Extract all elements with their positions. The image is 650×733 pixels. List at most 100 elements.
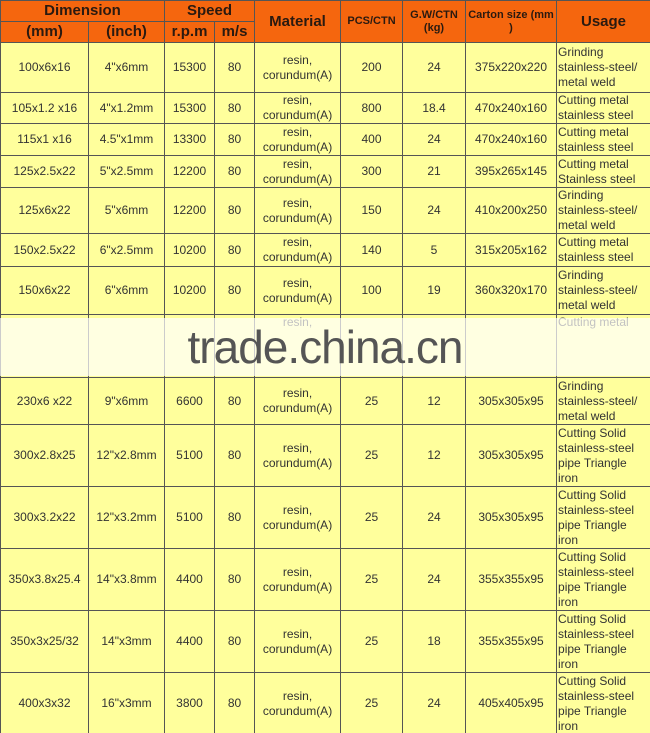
cell: resin, corundum(A) — [254, 42, 342, 93]
cell: 9"x6mm — [88, 377, 165, 425]
cell: Cutting metal stainless steel — [556, 123, 650, 156]
cell: 80 — [213, 42, 256, 93]
cell: 25 — [340, 672, 404, 733]
cell: 300x3.2x22 — [0, 486, 89, 549]
cell: Usage — [556, 0, 650, 43]
cell: 25 — [340, 548, 404, 611]
cell: 395x265x145 — [465, 155, 558, 188]
cell: 355x355x95 — [465, 610, 558, 673]
cell: 125x2.5x22 — [0, 155, 89, 188]
cell: r.p.m — [164, 21, 215, 43]
cell: 25 — [340, 377, 404, 425]
cell: 24 — [402, 486, 467, 549]
cell: 4"x6mm — [88, 42, 165, 93]
cell: 12"x3.2mm — [88, 486, 165, 549]
cell: 300 — [340, 155, 404, 188]
cell: resin, corundum(A) — [254, 266, 342, 315]
cell: 25 — [340, 424, 404, 487]
cell: 14"x3.8mm — [88, 548, 165, 611]
cell: 24 — [402, 672, 467, 733]
cell: 4400 — [164, 548, 215, 611]
cell: 80 — [213, 672, 256, 733]
cell: 105x1.2 x16 — [0, 92, 89, 124]
cell: resin, corundum(A) — [254, 155, 342, 188]
cell: 200 — [340, 42, 404, 93]
cell: G.W/CTN (kg) — [402, 0, 467, 43]
cell: 80 — [213, 377, 256, 425]
cell: 18.4 — [402, 92, 467, 124]
cell: 5"x2.5mm — [88, 155, 165, 188]
cell: 24 — [402, 42, 467, 93]
cell: Grinding stainless-steel/ metal weld — [556, 42, 650, 93]
cell: resin, corundum(A) — [254, 233, 342, 267]
cell: Cutting Solid stainless-steel pipe Trian… — [556, 548, 650, 611]
cell: Cutting metal Stainless steel — [556, 155, 650, 188]
cell: resin, corundum(A) — [254, 610, 342, 673]
cell: 375x220x220 — [465, 42, 558, 93]
cell: 305x305x95 — [465, 424, 558, 487]
cell: 80 — [213, 123, 256, 156]
cell: resin, corundum(A) — [254, 92, 342, 124]
cell: 400 — [340, 123, 404, 156]
cell: resin, corundum(A) — [254, 548, 342, 611]
cell: 80 — [213, 187, 256, 234]
cell: 16"x3mm — [88, 672, 165, 733]
cell: 12 — [402, 424, 467, 487]
cell: 355x355x95 — [465, 548, 558, 611]
cell: Speed — [163, 0, 256, 22]
cell: 80 — [213, 92, 256, 124]
cell: Cutting metal stainless steel — [556, 92, 650, 124]
cell: 24 — [402, 548, 467, 611]
cell: 80 — [213, 548, 256, 611]
cell: (inch) — [88, 21, 165, 43]
cell: 100x6x16 — [0, 42, 89, 93]
cell: 5"x6mm — [88, 187, 165, 234]
watermark: trade.china.cn — [0, 318, 650, 376]
cell: 12200 — [164, 187, 215, 234]
cell: Carton size (mm ) — [465, 0, 558, 43]
cell: 350x3x25/32 — [0, 610, 89, 673]
cell: Cutting Solid stainless-steel pipe Trian… — [556, 424, 650, 487]
cell: 100 — [340, 266, 404, 315]
cell: Grinding stainless-steel/ metal weld — [556, 266, 650, 315]
cell: 115x1 x16 — [0, 123, 89, 156]
cell: 24 — [402, 187, 467, 234]
cell: 3800 — [164, 672, 215, 733]
cell: resin, corundum(A) — [254, 123, 342, 156]
cell: 19 — [402, 266, 467, 315]
cell: 125x6x22 — [0, 187, 89, 234]
cell: 80 — [213, 155, 256, 188]
cell: 5100 — [164, 486, 215, 549]
cell: 10200 — [164, 266, 215, 315]
cell: 15300 — [164, 92, 215, 124]
cell: 80 — [213, 424, 256, 487]
cell: 13300 — [164, 123, 215, 156]
cell: 300x2.8x25 — [0, 424, 89, 487]
cell: 6600 — [164, 377, 215, 425]
cell: 305x305x95 — [465, 377, 558, 425]
cell: 21 — [402, 155, 467, 188]
cell: 4.5"x1mm — [88, 123, 165, 156]
cell: 305x305x95 — [465, 486, 558, 549]
cell: 400x3x32 — [0, 672, 89, 733]
cell: Cutting Solid stainless-steel pipe Trian… — [556, 486, 650, 549]
cell: m/s — [213, 21, 256, 43]
cell: Cutting Solid stainless-steel pipe Trian… — [556, 672, 650, 733]
cell: 18 — [402, 610, 467, 673]
cell: 80 — [213, 486, 256, 549]
cell: 360x320x170 — [465, 266, 558, 315]
cell: 405x405x95 — [465, 672, 558, 733]
cell: 10200 — [164, 233, 215, 267]
cell: Grinding stainless-steel/ metal weld — [556, 187, 650, 234]
cell: 470x240x160 — [465, 92, 558, 124]
cell: 150 — [340, 187, 404, 234]
cell: 12 — [402, 377, 467, 425]
cell: 4400 — [164, 610, 215, 673]
cell: 315x205x162 — [465, 233, 558, 267]
cell: Cutting Solid stainless-steel pipe Trian… — [556, 610, 650, 673]
cell: 470x240x160 — [465, 123, 558, 156]
cell: resin, corundum(A) — [254, 424, 342, 487]
cell: resin, corundum(A) — [254, 377, 342, 425]
cell: 150x2.5x22 — [0, 233, 89, 267]
